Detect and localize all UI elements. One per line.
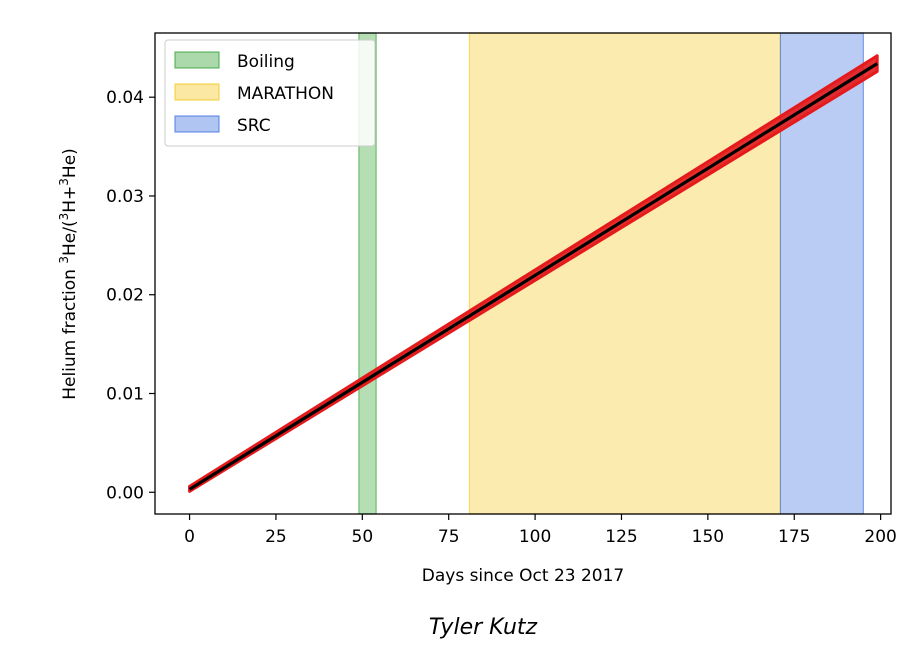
x-tick-label: 0 [184,527,195,547]
region-marathon [468,32,782,515]
legend-box [164,39,376,147]
y-axis-label-part: H+ [60,186,80,213]
shaded-regions [358,32,864,515]
legend-swatch-src [174,115,220,133]
y-axis-label-part: He) [60,148,80,178]
legend: Boiling MARATHON SRC [164,39,376,147]
credit-text: Tyler Kutz [429,615,538,640]
y-axis-label-superscript: 3 [57,178,71,186]
fit-line [188,62,879,491]
x-tick-label: 125 [605,527,637,547]
y-tick-label: 0.04 [106,88,144,108]
legend-label-marathon: MARATHON [237,84,334,104]
y-axis-label-superscript: 3 [57,256,71,264]
y-axis-label: Helium fraction 3He/(3H+3He) [57,148,80,400]
x-tick-label: 100 [519,527,551,547]
x-axis: 0 25 50 75 100 125 150 175 200 [184,514,897,547]
y-tick-label: 0.01 [106,385,144,405]
x-tick-label: 50 [352,527,374,547]
legend-swatch-boiling [174,51,220,69]
x-tick-label: 75 [438,527,460,547]
y-axis: 0.00 0.01 0.02 0.03 0.04 [106,88,155,503]
series-layer [188,54,879,493]
plot-frame [154,32,892,515]
x-tick-label: 200 [864,527,896,547]
x-tick-label: 175 [778,527,810,547]
legend-label-boiling: Boiling [237,52,295,72]
y-tick-label: 0.00 [106,483,144,503]
y-axis-label-superscript: 3 [57,213,71,221]
x-tick-label: 25 [265,527,287,547]
y-tick-label: 0.02 [106,286,144,306]
x-axis-label: Days since Oct 23 2017 [422,566,625,586]
y-tick-label: 0.03 [106,187,144,207]
legend-swatch-marathon [174,83,220,101]
y-axis-label-part: Helium fraction [60,264,80,400]
legend-label-src: SRC [237,116,271,136]
y-axis-label-part: He/( [60,220,80,256]
x-tick-label: 150 [692,527,724,547]
